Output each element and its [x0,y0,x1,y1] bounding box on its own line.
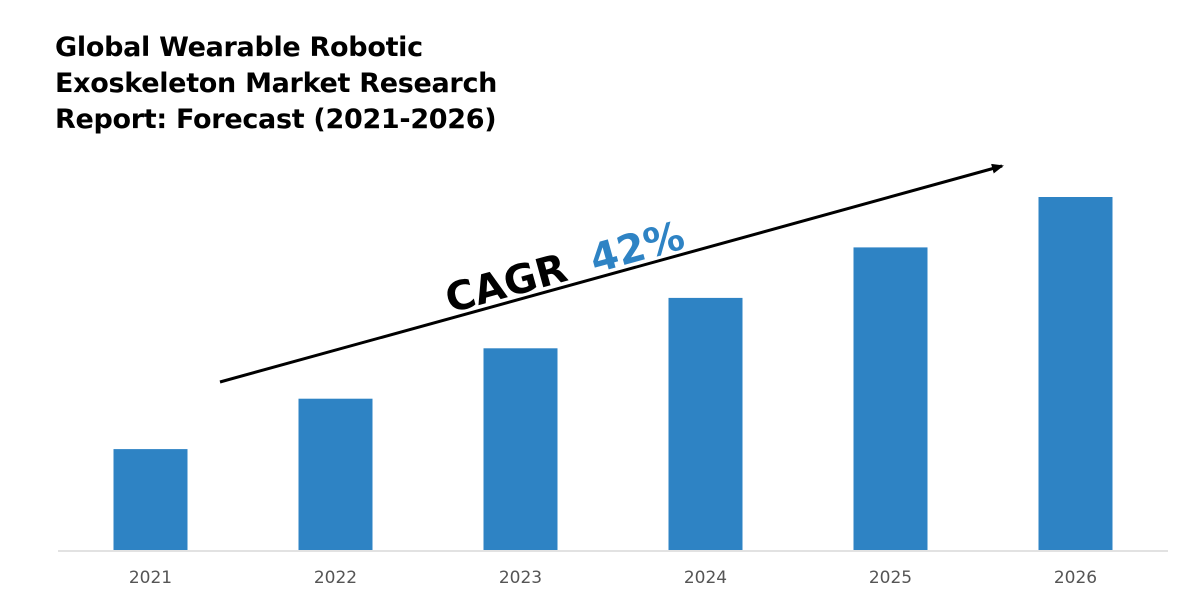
bar-2021 [113,449,188,550]
x-tick-label-2022: 2022 [314,568,357,588]
x-tick-label-2023: 2023 [499,568,542,588]
cagr-prefix: CAGR [440,245,572,322]
bar-2023 [483,348,558,550]
bar-2025 [853,247,928,550]
chart-title: Global Wearable Robotic Exoskeleton Mark… [55,32,498,135]
bars-group [113,197,1113,550]
x-tick-label-2024: 2024 [684,568,727,588]
bar-2024 [668,297,743,550]
x-tick-label-2026: 2026 [1054,568,1097,588]
cagr-annotation: CAGR 42% [440,213,689,323]
cagr-value: 42% [585,213,690,283]
x-tick-label-2021: 2021 [129,568,172,588]
x-axis-ticks: 2021 2022 2023 2024 2025 2026 [129,568,1097,588]
bar-2022 [298,398,373,550]
x-tick-label-2025: 2025 [869,568,912,588]
trend-arrow [219,163,1004,384]
bar-2026 [1038,197,1113,550]
